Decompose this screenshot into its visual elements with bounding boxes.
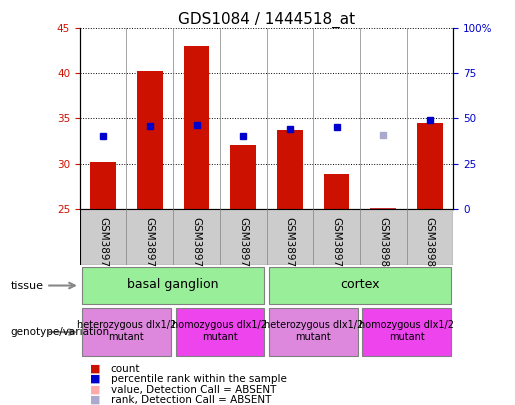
Text: GSM38977: GSM38977	[238, 217, 248, 274]
Text: GSM38979: GSM38979	[332, 217, 341, 274]
Text: percentile rank within the sample: percentile rank within the sample	[111, 374, 287, 384]
Text: tissue: tissue	[10, 281, 43, 290]
Text: GSM38981: GSM38981	[425, 217, 435, 274]
Text: GSM38976: GSM38976	[192, 217, 201, 274]
Text: basal ganglion: basal ganglion	[127, 278, 219, 291]
Bar	[362, 309, 451, 356]
Bar	[417, 123, 443, 209]
Bar	[90, 162, 116, 209]
Title: GDS1084 / 1444518_at: GDS1084 / 1444518_at	[178, 12, 355, 28]
Text: GSM38978: GSM38978	[285, 217, 295, 274]
Bar	[277, 130, 303, 209]
Text: heterozygous dlx1/2
mutant: heterozygous dlx1/2 mutant	[77, 320, 176, 342]
Text: homozygous dlx1/2
mutant: homozygous dlx1/2 mutant	[173, 320, 267, 342]
Bar	[370, 208, 396, 209]
Bar	[230, 145, 256, 209]
Bar	[82, 309, 171, 356]
Bar	[269, 267, 451, 304]
Bar	[82, 267, 264, 304]
Text: ■: ■	[90, 395, 100, 405]
Bar	[324, 174, 349, 209]
Text: rank, Detection Call = ABSENT: rank, Detection Call = ABSENT	[111, 395, 271, 405]
Text: cortex: cortex	[340, 278, 380, 291]
Text: genotype/variation: genotype/variation	[10, 327, 109, 337]
Text: homozygous dlx1/2
mutant: homozygous dlx1/2 mutant	[359, 320, 454, 342]
Text: GSM38980: GSM38980	[378, 217, 388, 274]
Text: GSM38975: GSM38975	[145, 217, 155, 274]
Text: heterozygous dlx1/2
mutant: heterozygous dlx1/2 mutant	[264, 320, 363, 342]
Text: ■: ■	[90, 364, 100, 373]
Bar	[269, 309, 357, 356]
Text: value, Detection Call = ABSENT: value, Detection Call = ABSENT	[111, 385, 276, 394]
Text: ■: ■	[90, 374, 100, 384]
Bar	[176, 309, 264, 356]
Bar	[137, 71, 163, 209]
Text: GSM38974: GSM38974	[98, 217, 108, 274]
Bar	[184, 46, 209, 209]
Text: ■: ■	[90, 385, 100, 394]
Text: count: count	[111, 364, 140, 373]
